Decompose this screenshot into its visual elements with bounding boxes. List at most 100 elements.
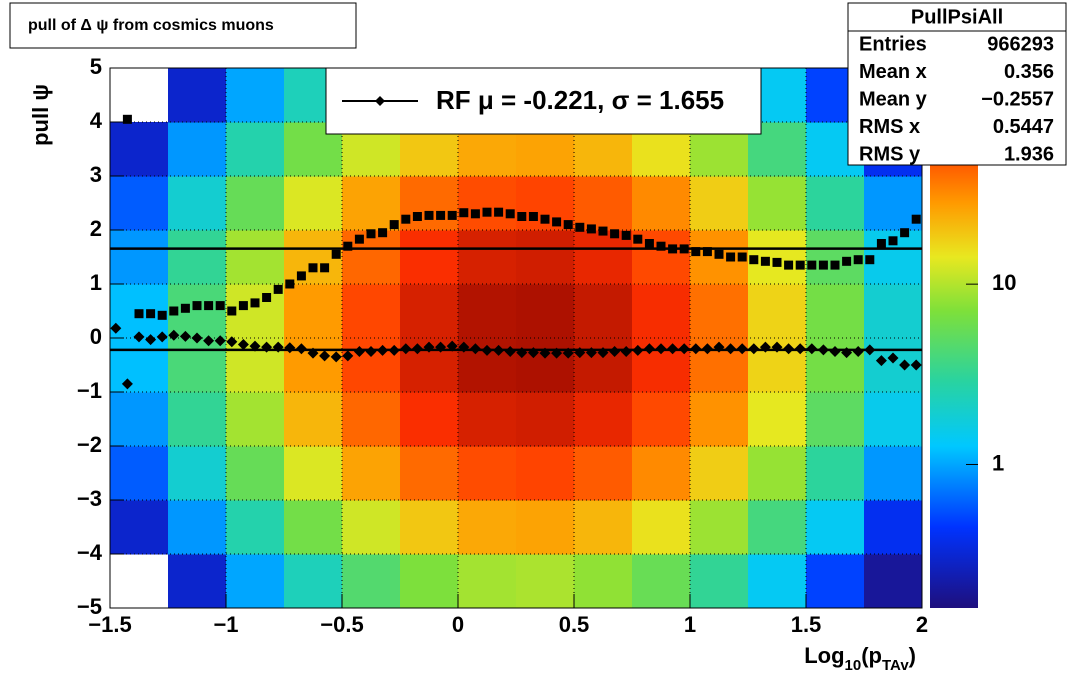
heatmap-cell (342, 554, 401, 609)
heatmap-cell (864, 446, 923, 501)
diamond-marker (643, 343, 655, 355)
diamond-marker (887, 352, 899, 364)
heatmap-cell (574, 500, 633, 555)
heatmap-cell (400, 284, 459, 339)
heatmap-cell (806, 500, 865, 555)
title-box (9, 2, 357, 49)
heatmap-cell (748, 392, 807, 447)
heatmap-cell (864, 554, 923, 609)
diamond-marker (400, 343, 412, 355)
square-marker (610, 229, 620, 239)
heatmap-cell (574, 284, 633, 339)
diamond-marker (284, 342, 296, 354)
square-marker (795, 260, 805, 270)
diamond-marker (411, 343, 423, 355)
square-marker (656, 241, 666, 251)
diamond-marker (551, 347, 563, 359)
heatmap-cell (458, 284, 517, 339)
diamond-marker (203, 335, 215, 347)
square-marker (250, 298, 260, 308)
diamond-marker (771, 341, 783, 353)
heatmap-cell (516, 230, 575, 285)
z-tick-label: 10 (992, 270, 1016, 295)
heatmap-cell (516, 446, 575, 501)
square-marker (598, 226, 608, 236)
diamond-marker (156, 331, 168, 343)
square-marker (818, 260, 828, 270)
stats-label: Entries (859, 33, 927, 55)
heatmap-cell (516, 284, 575, 339)
square-marker (494, 207, 504, 217)
heatmap-cell (458, 392, 517, 447)
heatmap-cell (168, 68, 227, 123)
diamond-marker (388, 344, 400, 356)
heatmap-cell (168, 554, 227, 609)
heatmap-cell (342, 284, 401, 339)
heatmap-cell (458, 500, 517, 555)
diamond-marker (910, 359, 922, 371)
x-tick-label: −1.5 (88, 612, 131, 637)
y-tick-label: 1 (90, 270, 102, 295)
diamond-marker (899, 359, 911, 371)
y-tick-label: −1 (77, 378, 102, 403)
heatmap-cell (168, 338, 227, 393)
heatmap-cell (806, 338, 865, 393)
square-marker (586, 224, 596, 234)
heatmap-cell (632, 500, 691, 555)
heatmap-cell (806, 392, 865, 447)
heatmap-cell (168, 446, 227, 501)
square-marker (563, 220, 573, 230)
y-tick-label: 5 (90, 54, 102, 79)
heatmap-cell (110, 500, 169, 555)
square-marker (540, 214, 550, 224)
heatmap-cell (110, 176, 169, 231)
heatmap-cell (342, 338, 401, 393)
heatmap-cell (690, 446, 749, 501)
z-tick-label: 1 (992, 450, 1004, 475)
heatmap-cell (284, 284, 343, 339)
diamond-marker (145, 334, 157, 346)
y-tick-label: −4 (77, 540, 103, 565)
square-marker (122, 114, 132, 124)
diamond-marker (191, 332, 203, 344)
square-marker (528, 212, 538, 221)
heatmap-cell (168, 392, 227, 447)
heatmap-cell (516, 338, 575, 393)
heatmap-cell (516, 554, 575, 609)
diamond-marker (365, 346, 377, 357)
x-tick-label: 2 (916, 612, 928, 637)
diamond-marker (690, 343, 702, 355)
heatmap-cell (690, 500, 749, 555)
square-marker (459, 208, 469, 218)
diamond-marker (121, 378, 133, 390)
diamond-marker (342, 350, 354, 362)
diamond-marker (574, 347, 586, 359)
stats-value: 1.936 (1004, 143, 1054, 165)
diamond-marker (179, 330, 191, 342)
square-marker (134, 309, 144, 319)
square-marker (180, 303, 190, 313)
heatmap-cell (400, 392, 459, 447)
diamond-marker (249, 340, 261, 352)
diamond-marker (783, 343, 795, 355)
y-axis-label: pull ψ (28, 84, 53, 146)
heatmap-cell (110, 230, 169, 285)
diamond-marker (446, 340, 458, 352)
heatmap-cell (110, 122, 169, 177)
square-marker (401, 214, 411, 224)
x-tick-label: −0.5 (320, 612, 363, 637)
diamond-marker (504, 346, 516, 357)
diamond-marker (748, 343, 760, 355)
x-axis-label: Log10(pTAv) (804, 643, 916, 674)
square-marker (296, 271, 306, 281)
chart-title: pull of Δ ψ from cosmics muons (28, 17, 274, 34)
square-marker (366, 229, 376, 239)
diamond-marker (458, 341, 470, 353)
heatmap-cell (458, 554, 517, 609)
square-marker (575, 222, 585, 232)
diamond-marker (655, 343, 667, 355)
x-label-part: TAv (882, 657, 909, 674)
square-marker (749, 255, 759, 265)
heatmap-cell (748, 284, 807, 339)
square-marker (737, 252, 747, 262)
